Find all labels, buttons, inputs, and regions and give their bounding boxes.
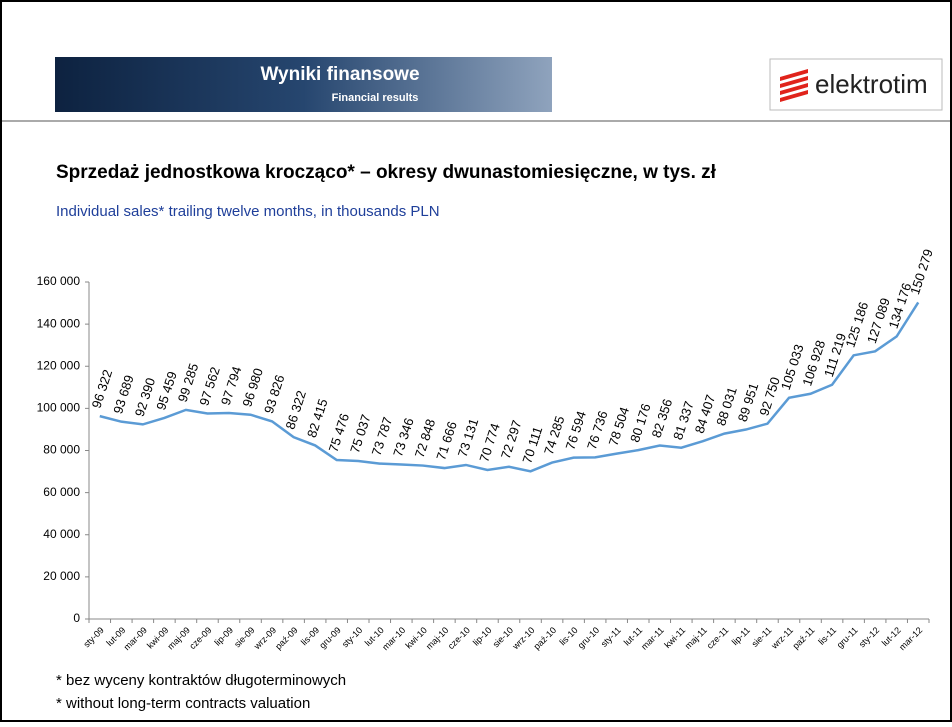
- y-tick-label: 40 000: [43, 527, 80, 541]
- y-tick-label: 20 000: [43, 569, 80, 583]
- logo-text: elektrotim: [815, 69, 928, 99]
- chart-subtitle: Individual sales* trailing twelve months…: [56, 203, 440, 220]
- series-line: [99, 301, 920, 473]
- logo-icon: [780, 69, 808, 102]
- y-tick-label: 160 000: [37, 274, 81, 288]
- y-tick-label: 120 000: [37, 358, 81, 372]
- y-tick-label: 140 000: [37, 316, 81, 330]
- chart-title: Sprzedaż jednostkowa krocząco* – okresy …: [56, 162, 717, 183]
- y-tick-label: 60 000: [43, 485, 80, 499]
- header-title: Wyniki finansowe: [260, 64, 419, 85]
- y-tick-label: 0: [73, 611, 80, 625]
- y-tick-label: 80 000: [43, 443, 80, 457]
- footnote: * bez wyceny kontraktów długoterminowych: [56, 672, 346, 689]
- logo-box: [769, 58, 943, 111]
- header-band: [55, 57, 552, 112]
- header-subtitle: Financial results: [332, 92, 419, 104]
- footnote: * without long-term contracts valuation: [56, 695, 310, 712]
- y-tick-label: 100 000: [37, 401, 81, 415]
